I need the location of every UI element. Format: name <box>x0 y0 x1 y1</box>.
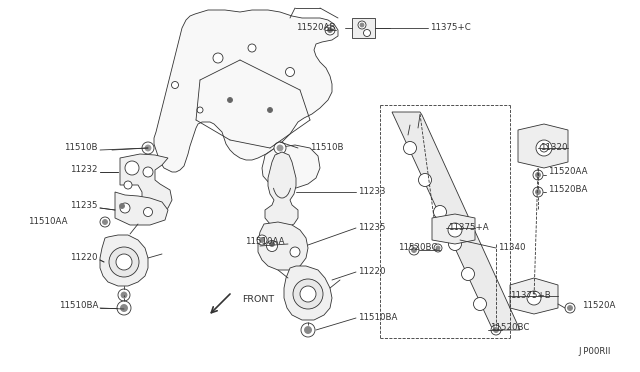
Text: 11375+B: 11375+B <box>510 291 551 299</box>
Circle shape <box>143 167 153 177</box>
Circle shape <box>533 187 543 197</box>
Circle shape <box>277 145 283 151</box>
Text: 11510B: 11510B <box>65 144 98 153</box>
Polygon shape <box>284 266 332 320</box>
Text: 11220: 11220 <box>358 267 385 276</box>
Circle shape <box>117 301 131 315</box>
Circle shape <box>360 23 364 27</box>
Circle shape <box>536 173 541 177</box>
Circle shape <box>145 145 151 151</box>
Circle shape <box>142 142 154 154</box>
Circle shape <box>449 237 461 250</box>
Polygon shape <box>115 192 168 225</box>
Circle shape <box>197 107 203 113</box>
Circle shape <box>433 205 447 218</box>
Polygon shape <box>518 124 568 168</box>
Circle shape <box>474 298 486 311</box>
Text: 11232: 11232 <box>70 166 98 174</box>
Circle shape <box>121 292 127 298</box>
Polygon shape <box>510 278 558 314</box>
Circle shape <box>274 142 286 154</box>
Text: 11375+A: 11375+A <box>448 224 488 232</box>
Circle shape <box>120 203 125 208</box>
Circle shape <box>125 161 139 175</box>
Circle shape <box>436 246 440 250</box>
Circle shape <box>328 28 333 32</box>
Circle shape <box>536 189 541 195</box>
Polygon shape <box>262 145 320 188</box>
Circle shape <box>568 305 573 311</box>
Circle shape <box>102 219 108 224</box>
Text: 11375+C: 11375+C <box>430 23 471 32</box>
Circle shape <box>290 247 300 257</box>
Circle shape <box>285 67 294 77</box>
Circle shape <box>109 247 139 277</box>
Text: 11235: 11235 <box>358 224 385 232</box>
Circle shape <box>493 327 499 333</box>
Text: 11235: 11235 <box>70 201 98 209</box>
Circle shape <box>364 29 371 36</box>
Text: 11510BA: 11510BA <box>358 314 397 323</box>
Polygon shape <box>120 154 172 212</box>
Text: 11510AA: 11510AA <box>29 218 68 227</box>
Circle shape <box>536 140 552 156</box>
Circle shape <box>300 286 316 302</box>
Circle shape <box>259 237 264 243</box>
Circle shape <box>305 327 312 334</box>
Circle shape <box>358 21 366 29</box>
Polygon shape <box>352 18 375 38</box>
Circle shape <box>124 181 132 189</box>
Circle shape <box>172 81 179 89</box>
Polygon shape <box>154 10 338 172</box>
Polygon shape <box>265 152 298 228</box>
Polygon shape <box>392 112 520 330</box>
Circle shape <box>412 247 417 253</box>
Polygon shape <box>258 222 308 270</box>
Circle shape <box>120 305 127 311</box>
Text: 11510B: 11510B <box>310 144 344 153</box>
Circle shape <box>419 173 431 186</box>
Text: 11510AA: 11510AA <box>246 237 285 247</box>
Circle shape <box>227 97 232 103</box>
Polygon shape <box>100 235 148 286</box>
Circle shape <box>120 203 130 213</box>
Circle shape <box>301 323 315 337</box>
Circle shape <box>527 291 541 305</box>
Text: 11520BC: 11520BC <box>398 244 437 253</box>
Circle shape <box>248 44 256 52</box>
Text: J P00RII: J P00RII <box>578 347 611 356</box>
Circle shape <box>269 241 275 247</box>
Text: FRONT: FRONT <box>242 295 274 305</box>
Circle shape <box>266 241 278 251</box>
Polygon shape <box>432 214 475 244</box>
Circle shape <box>565 303 575 313</box>
Circle shape <box>461 267 474 280</box>
Circle shape <box>403 141 417 154</box>
Text: 11233: 11233 <box>358 187 385 196</box>
Circle shape <box>100 217 110 227</box>
Text: 11220: 11220 <box>70 253 98 263</box>
Circle shape <box>491 325 501 335</box>
Circle shape <box>533 170 543 180</box>
Circle shape <box>409 245 419 255</box>
Text: 11510BA: 11510BA <box>59 301 98 310</box>
Circle shape <box>116 254 132 270</box>
Circle shape <box>448 223 462 237</box>
Circle shape <box>293 279 323 309</box>
Text: 11320: 11320 <box>540 144 568 153</box>
Text: 11520BA: 11520BA <box>548 186 588 195</box>
Text: 11340: 11340 <box>498 244 525 253</box>
Circle shape <box>434 244 442 252</box>
Text: 11520A: 11520A <box>582 301 616 310</box>
Circle shape <box>257 235 267 245</box>
Text: 11520AB: 11520AB <box>296 23 335 32</box>
Circle shape <box>143 208 152 217</box>
Text: 11520BC: 11520BC <box>490 324 529 333</box>
Text: 11520AA: 11520AA <box>548 167 588 176</box>
Circle shape <box>118 289 130 301</box>
Circle shape <box>325 25 335 35</box>
Circle shape <box>213 53 223 63</box>
Circle shape <box>540 144 548 152</box>
Circle shape <box>268 108 273 112</box>
